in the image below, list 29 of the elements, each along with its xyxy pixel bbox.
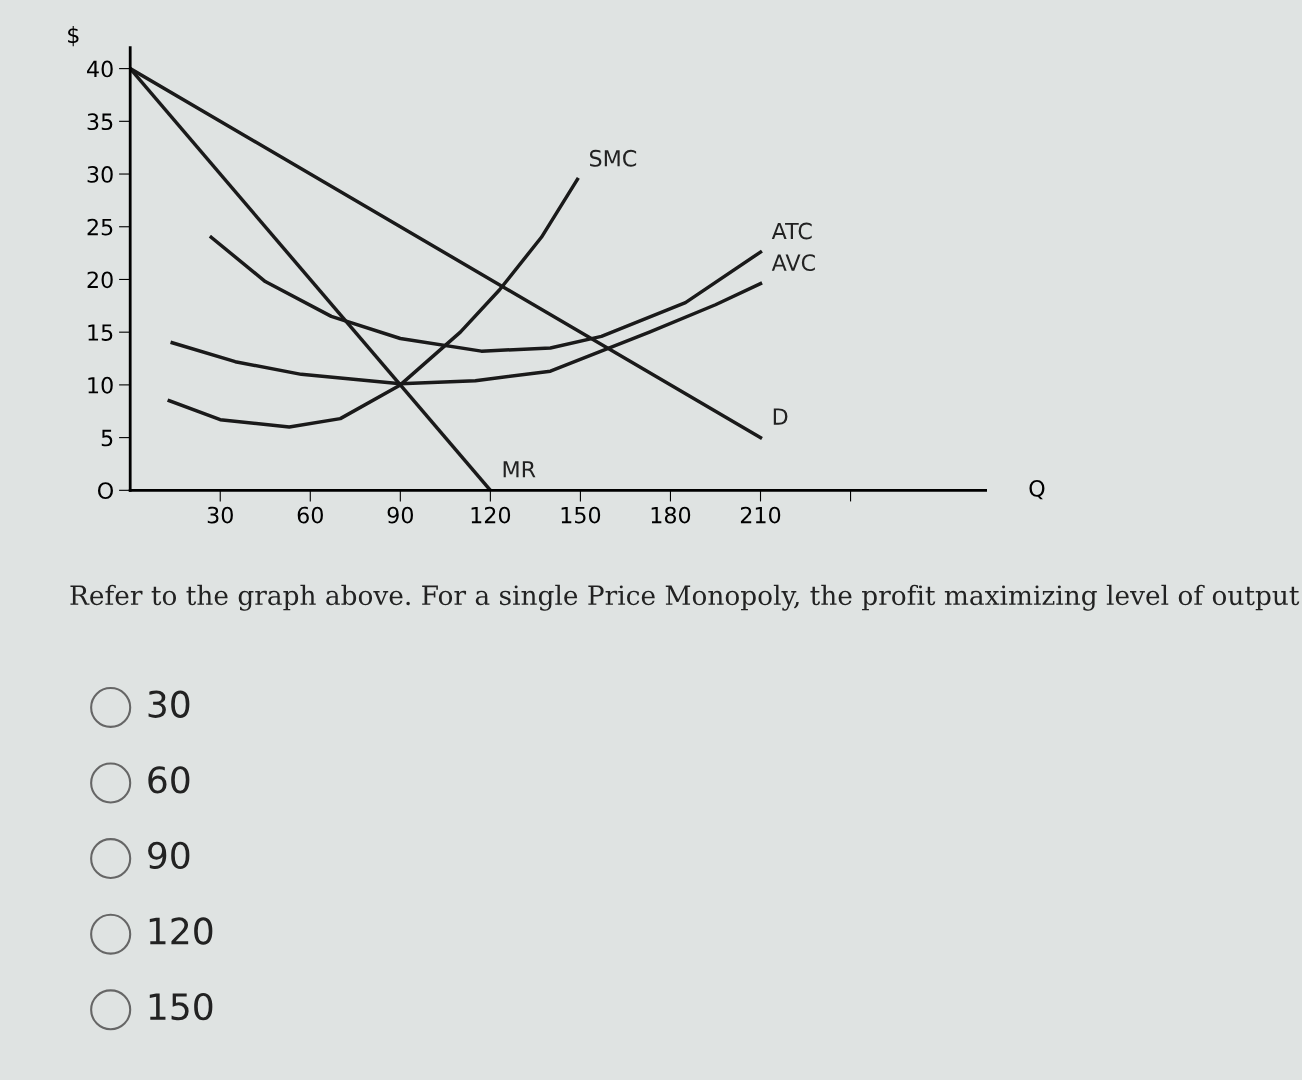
y-tick-label: 25 [87,218,113,236]
y-tick-label: 30 [87,165,113,183]
text: 30 [148,690,190,718]
y-tick-label: 40 [87,60,113,78]
x-tick-label: 120 [471,506,511,524]
series-label: AVC [771,254,815,272]
x-tick-label: 60 [297,506,323,524]
text: 60 [148,766,190,794]
x-tick-label: 210 [740,506,781,524]
y-axis-title: $ [68,26,79,47]
series-label: ATC [771,222,812,240]
text: Refer to the graph above. For a single Price Monopoly, the profit maximizing level of output [70,584,1300,611]
y-tick-label: O [97,482,113,500]
x-axis-title: Q [1029,479,1045,500]
x-tick-label: 180 [651,506,691,524]
y-tick-label: 15 [88,324,113,341]
text: 150 [149,992,213,1021]
series-label: D [773,408,788,425]
text: 120 [149,917,213,945]
x-tick-label: 90 [387,506,413,524]
text: 90 [148,841,190,870]
x-tick-label: 30 [207,506,233,524]
series-label: SMC [589,149,637,167]
y-tick-label: 35 [87,113,113,131]
series-label: MR [503,461,536,478]
y-tick-label: 5 [101,429,113,447]
y-tick-label: 20 [87,271,113,289]
y-tick-label: 10 [88,376,113,394]
x-tick-label: 150 [561,506,601,524]
